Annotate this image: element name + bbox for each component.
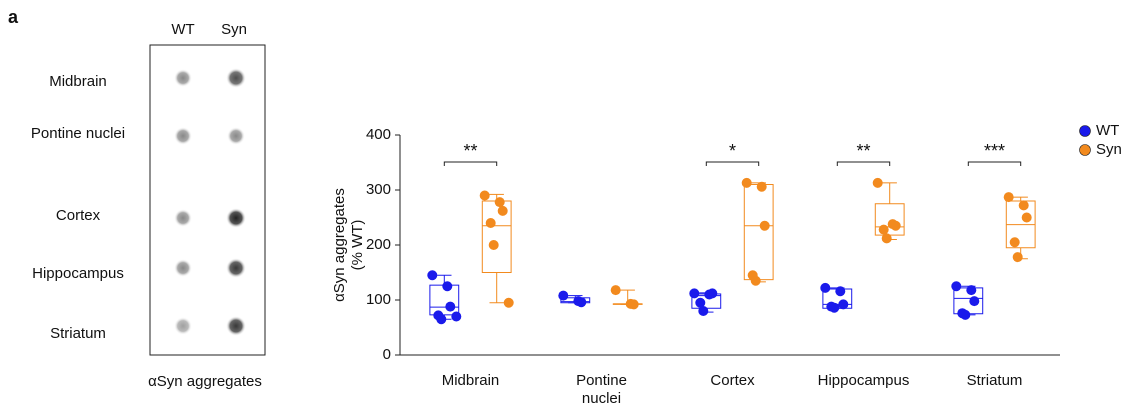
y-tick-label: 200 [366, 236, 391, 253]
box [744, 185, 773, 280]
data-point [951, 281, 961, 291]
data-point [495, 197, 505, 207]
x-tick-label: Pontine [576, 372, 627, 389]
data-point [751, 276, 761, 286]
x-tick-label: Striatum [967, 372, 1023, 389]
legend-marker [1080, 126, 1091, 137]
data-point [742, 178, 752, 188]
blot-row-label: Midbrain [49, 73, 107, 90]
legend-marker [1080, 145, 1091, 156]
data-point [436, 314, 446, 324]
blot-dot [174, 317, 192, 335]
y-tick-label: 100 [366, 291, 391, 308]
y-tick-label: 0 [383, 346, 391, 363]
significance-label: ** [856, 141, 870, 161]
data-point [1013, 252, 1023, 262]
data-point [820, 283, 830, 293]
data-point [504, 298, 514, 308]
data-point [969, 296, 979, 306]
data-point [760, 221, 770, 231]
blot-dot [226, 208, 246, 228]
data-point [879, 225, 889, 235]
blot-dot [174, 127, 192, 145]
blot-row-label: Hippocampus [32, 265, 124, 282]
blot-row-label: Striatum [50, 325, 106, 342]
blot-column-label: WT [171, 21, 194, 38]
x-tick-label: Cortex [710, 372, 755, 389]
data-point [835, 286, 845, 296]
blot-frame [150, 45, 265, 355]
data-point [486, 218, 496, 228]
significance-bracket [837, 162, 889, 166]
data-point [757, 182, 767, 192]
blot-row-label: Pontine nuclei [31, 125, 125, 142]
blot-row-label: Cortex [56, 207, 101, 224]
y-axis-label: (% WT) [349, 220, 366, 271]
y-tick-label: 400 [366, 126, 391, 143]
panel-label: a [8, 7, 19, 27]
data-point [1022, 213, 1032, 223]
data-point [891, 221, 901, 231]
y-axis-label: αSyn aggregates [331, 188, 348, 302]
data-point [498, 206, 508, 216]
data-point [873, 178, 883, 188]
data-point [427, 270, 437, 280]
significance-bracket [968, 162, 1020, 166]
blot-dot [226, 68, 246, 88]
data-point [442, 281, 452, 291]
data-point [445, 302, 455, 312]
significance-label: ** [463, 141, 477, 161]
x-tick-label: Hippocampus [818, 372, 910, 389]
data-point [1004, 192, 1014, 202]
blot-dot [226, 316, 246, 336]
blot-caption: αSyn aggregates [148, 373, 262, 390]
data-point [707, 288, 717, 298]
data-point [480, 191, 490, 201]
blot-dot [226, 258, 246, 278]
data-point [1010, 237, 1020, 247]
legend-label: WT [1096, 122, 1119, 139]
x-tick-label: nuclei [582, 390, 621, 407]
data-point [689, 288, 699, 298]
data-point [1019, 200, 1029, 210]
blot-dot [174, 259, 192, 277]
x-tick-label: Midbrain [442, 372, 500, 389]
data-point [576, 297, 586, 307]
significance-bracket [706, 162, 758, 166]
figure: a WT Syn Midbrain Pontine nuclei Cortex … [0, 0, 1131, 411]
legend-label: Syn [1096, 141, 1122, 158]
data-point [451, 312, 461, 322]
data-point [558, 291, 568, 301]
blot-column-label: Syn [221, 21, 247, 38]
significance-bracket [444, 162, 496, 166]
blot-dot [174, 69, 192, 87]
significance-label: *** [984, 141, 1005, 161]
data-point [882, 233, 892, 243]
blot-dot [227, 127, 245, 145]
significance-label: * [729, 141, 736, 161]
y-tick-label: 300 [366, 181, 391, 198]
blot-dot [174, 209, 192, 227]
data-point [838, 299, 848, 309]
data-point [960, 310, 970, 320]
data-point [698, 306, 708, 316]
data-point [611, 285, 621, 295]
data-point [629, 299, 639, 309]
data-point [489, 240, 499, 250]
data-point [829, 303, 839, 313]
data-point [966, 285, 976, 295]
